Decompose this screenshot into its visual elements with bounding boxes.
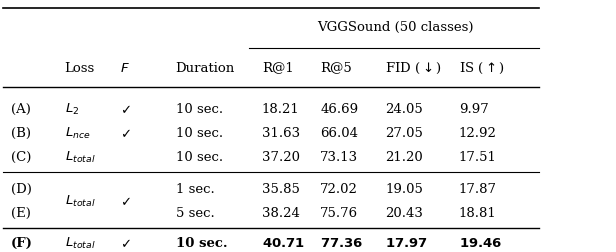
Text: 73.13: 73.13 bbox=[320, 151, 359, 164]
Text: R@1: R@1 bbox=[262, 61, 294, 75]
Text: 24.05: 24.05 bbox=[385, 103, 423, 116]
Text: R@5: R@5 bbox=[320, 61, 352, 75]
Text: 21.20: 21.20 bbox=[385, 151, 423, 164]
Text: 31.63: 31.63 bbox=[262, 127, 300, 140]
Text: 38.24: 38.24 bbox=[262, 207, 299, 220]
Text: $L_{total}$: $L_{total}$ bbox=[65, 194, 95, 209]
Text: 12.92: 12.92 bbox=[459, 127, 496, 140]
Text: 18.81: 18.81 bbox=[459, 207, 496, 220]
Text: Duration: Duration bbox=[176, 61, 235, 75]
Text: VGGSound (50 classes): VGGSound (50 classes) bbox=[317, 21, 474, 34]
Text: 35.85: 35.85 bbox=[262, 183, 299, 196]
Text: (D): (D) bbox=[11, 183, 32, 196]
Text: $L_{nce}$: $L_{nce}$ bbox=[65, 126, 91, 141]
Text: 10 sec.: 10 sec. bbox=[176, 127, 223, 140]
Text: $\checkmark$: $\checkmark$ bbox=[120, 103, 131, 116]
Text: IS ($\uparrow$): IS ($\uparrow$) bbox=[459, 60, 505, 76]
Text: $L_{total}$: $L_{total}$ bbox=[65, 150, 95, 165]
Text: 19.05: 19.05 bbox=[385, 183, 423, 196]
Text: $\mathbf{77.36}$: $\mathbf{77.36}$ bbox=[320, 237, 364, 250]
Text: 46.69: 46.69 bbox=[320, 103, 359, 116]
Text: 20.43: 20.43 bbox=[385, 207, 423, 220]
Text: 10 sec.: 10 sec. bbox=[176, 237, 227, 250]
Text: 1 sec.: 1 sec. bbox=[176, 183, 214, 196]
Text: $\mathbf{19.46}$: $\mathbf{19.46}$ bbox=[459, 237, 502, 250]
Text: (C): (C) bbox=[11, 151, 31, 164]
Text: 17.51: 17.51 bbox=[459, 151, 496, 164]
Text: Loss: Loss bbox=[65, 61, 95, 75]
Text: $\checkmark$: $\checkmark$ bbox=[120, 127, 131, 140]
Text: 17.87: 17.87 bbox=[459, 183, 497, 196]
Text: 66.04: 66.04 bbox=[320, 127, 359, 140]
Text: (F): (F) bbox=[11, 237, 33, 250]
Text: 75.76: 75.76 bbox=[320, 207, 359, 220]
Text: 27.05: 27.05 bbox=[385, 127, 423, 140]
Text: $\checkmark$: $\checkmark$ bbox=[120, 237, 131, 250]
Text: $\checkmark$: $\checkmark$ bbox=[120, 195, 131, 208]
Text: (B): (B) bbox=[11, 127, 31, 140]
Text: 72.02: 72.02 bbox=[320, 183, 358, 196]
Text: FID ($\downarrow$): FID ($\downarrow$) bbox=[385, 60, 442, 76]
Text: $F$: $F$ bbox=[120, 61, 130, 75]
Text: $\mathbf{17.97}$: $\mathbf{17.97}$ bbox=[385, 237, 428, 250]
Text: 5 sec.: 5 sec. bbox=[176, 207, 214, 220]
Text: 9.97: 9.97 bbox=[459, 103, 488, 116]
Text: (E): (E) bbox=[11, 207, 31, 220]
Text: $L_{total}$: $L_{total}$ bbox=[65, 236, 95, 251]
Text: (A): (A) bbox=[11, 103, 31, 116]
Text: 18.21: 18.21 bbox=[262, 103, 299, 116]
Text: 10 sec.: 10 sec. bbox=[176, 151, 223, 164]
Text: 37.20: 37.20 bbox=[262, 151, 300, 164]
Text: $L_2$: $L_2$ bbox=[65, 102, 79, 117]
Text: $\mathbf{40.71}$: $\mathbf{40.71}$ bbox=[262, 237, 305, 250]
Text: 10 sec.: 10 sec. bbox=[176, 103, 223, 116]
